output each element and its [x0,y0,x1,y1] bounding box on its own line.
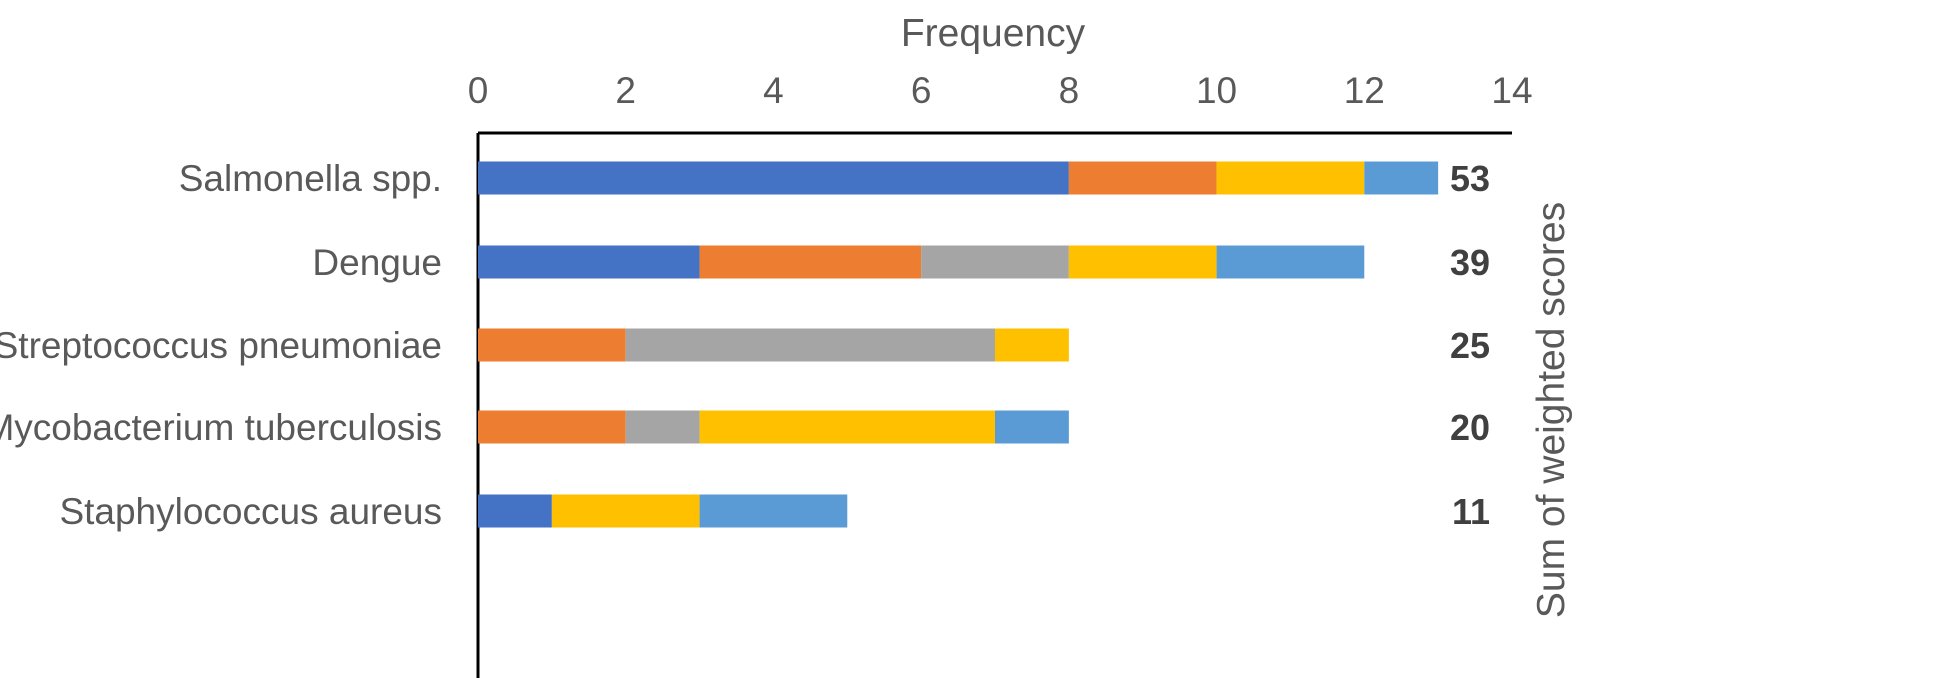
bar-segment [1216,245,1365,279]
x-tick-label: 2 [615,70,636,111]
category-label: Mycobacterium tuberculosis [0,407,442,448]
category-label: Streptococcus pneumoniae [0,325,442,366]
bar-segment [478,328,626,362]
bar-segment [625,410,700,444]
weighted-score-label: 53 [1450,158,1490,199]
bars-group [478,161,1439,528]
bar-segment [478,410,626,444]
bar-segment [478,161,1069,195]
x-tick-label: 4 [763,70,784,111]
bar-segment [699,245,922,279]
bar-segment [995,410,1069,444]
bar-segment [1364,161,1439,195]
bar-segment [699,494,848,528]
secondary-axis-title: Sum of weighted scores [1530,202,1573,618]
weighted-score-labels: 53 39 25 20 11 [1450,158,1490,532]
category-label: Salmonella spp. [179,158,442,199]
category-label: Staphylococcus aureus [59,491,442,532]
bar-segment [625,328,995,362]
weighted-score-label: 25 [1450,325,1490,366]
bar-segment [995,328,1069,362]
bar-segment [1216,161,1365,195]
bar-segment [921,245,1069,279]
weighted-score-label: 11 [1452,491,1490,532]
x-axis-tick-labels: 0 2 4 6 8 10 12 14 [468,70,1533,111]
bar-segment [699,410,995,444]
x-tick-label: 12 [1344,70,1385,111]
bar-segment [478,245,700,279]
x-tick-label: 8 [1059,70,1080,111]
category-label: Dengue [312,242,442,283]
bar-segment [478,494,552,528]
x-tick-label: 10 [1196,70,1237,111]
x-axis-title: Frequency [901,12,1086,55]
x-tick-label: 0 [468,70,489,111]
weighted-score-label: 20 [1450,407,1490,448]
bar-segment [1068,245,1217,279]
x-tick-label: 6 [911,70,932,111]
category-labels: Salmonella spp. Dengue Streptococcus pneum… [0,158,442,532]
weighted-score-label: 39 [1450,242,1490,283]
bar-segment [1068,161,1217,195]
bar-segment [551,494,700,528]
x-tick-label: 14 [1491,70,1532,111]
